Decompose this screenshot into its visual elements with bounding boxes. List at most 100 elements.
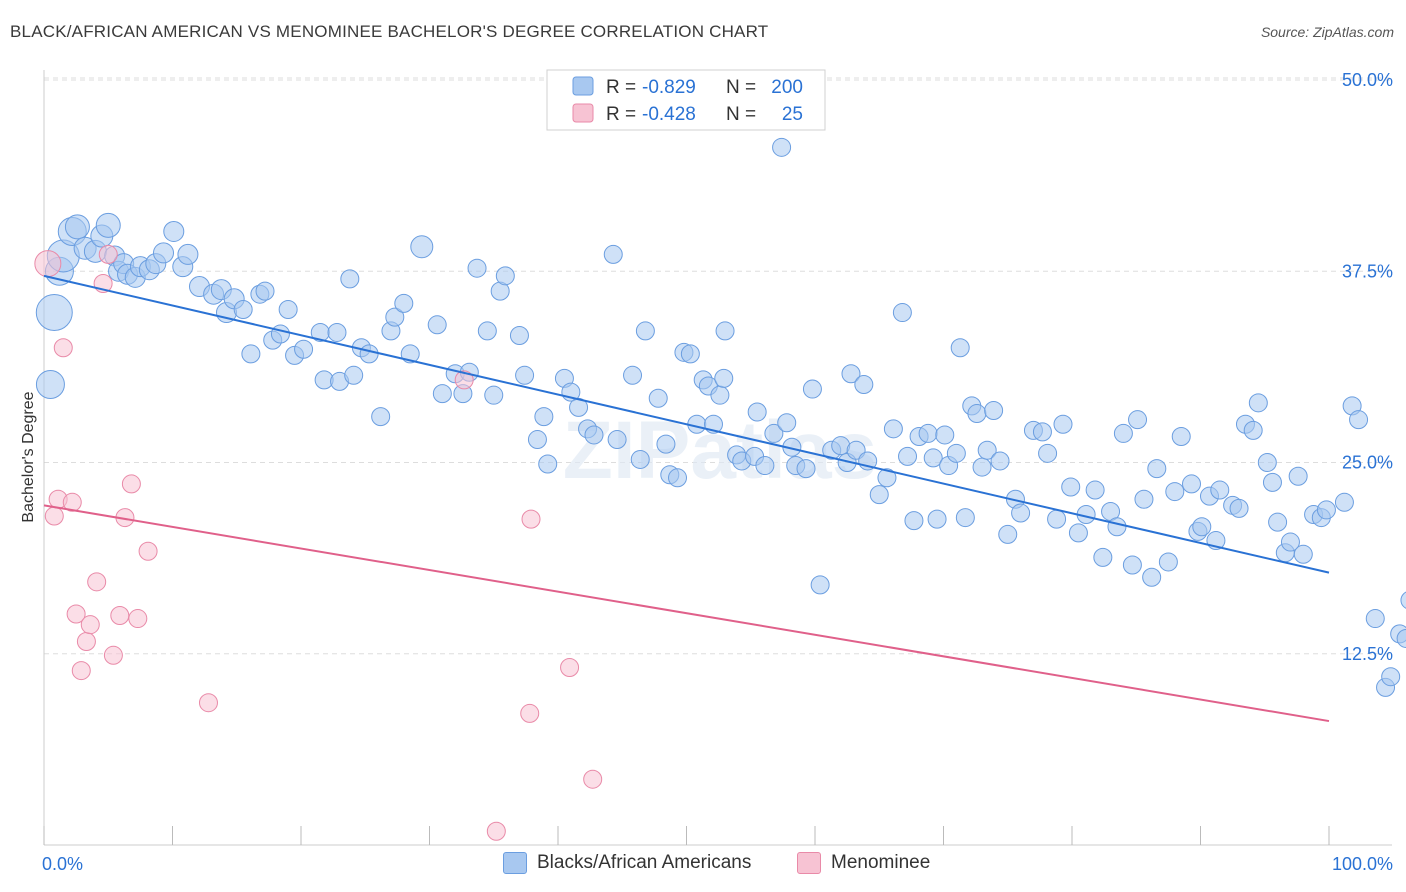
menominee-point-17 — [138, 541, 158, 561]
blacks-point-116 — [923, 448, 943, 468]
blacks-point-72 — [623, 365, 643, 385]
legend-n-label-blue: N = — [726, 77, 756, 98]
legend-item-blacks[interactable]: Blacks/African Americans — [503, 852, 751, 874]
trend-lines — [43, 274, 1330, 723]
legend-swatch-blacks — [503, 852, 527, 874]
blacks-point-92 — [755, 456, 775, 476]
menominee-point-5 — [66, 604, 86, 624]
trend-line-menominee — [43, 504, 1330, 723]
blacks-point-109 — [877, 468, 897, 488]
blacks-point-169 — [1288, 466, 1308, 486]
blacks-point-122 — [955, 508, 975, 528]
blacks-point-73 — [630, 449, 650, 469]
chart-title: BLACK/AFRICAN AMERICAN VS MENOMINEE BACH… — [10, 22, 769, 41]
blacks-point-141 — [1093, 547, 1113, 567]
blacks-point-87 — [715, 321, 735, 341]
menominee-point-8 — [80, 615, 100, 635]
blacks-point-174 — [1334, 492, 1354, 512]
menominee-point-16 — [128, 609, 148, 629]
blacks-point-1 — [35, 294, 73, 332]
blacks-point-93 — [764, 423, 784, 443]
blacks-point-106 — [854, 374, 874, 394]
menominee-point-23 — [560, 658, 580, 678]
blacks-point-160 — [1229, 498, 1249, 518]
blacks-point-98 — [796, 459, 816, 479]
gridlines — [44, 77, 1392, 655]
legend-top: R = -0.829 N = 200 R = -0.428 N = 25 — [546, 69, 826, 131]
blacks-point-40 — [340, 269, 360, 289]
blacks-point-127 — [984, 400, 1004, 420]
y-tick-label-2: 37.5% — [1342, 261, 1393, 281]
legend-n-label-pink: N = — [726, 104, 756, 125]
blacks-point-152 — [1171, 426, 1191, 446]
blacks-point-75 — [648, 388, 668, 408]
trend-line-blacks — [43, 274, 1330, 574]
blacks-point-49 — [410, 235, 434, 259]
blacks-point-173 — [1316, 500, 1336, 520]
menominee-point-24 — [583, 769, 603, 789]
blacks-point-78 — [668, 468, 688, 488]
blacks-point-32 — [270, 324, 290, 344]
blacks-point-148 — [1142, 567, 1162, 587]
blacks-point-21 — [177, 243, 199, 265]
blacks-point-94 — [772, 137, 792, 157]
blacks-point-149 — [1147, 459, 1167, 479]
blacks-point-136 — [1053, 414, 1073, 434]
blacks-point-118 — [935, 425, 955, 445]
blacks-point-126 — [977, 440, 997, 460]
blacks-point-120 — [946, 443, 966, 463]
blacks-point-63 — [534, 407, 554, 427]
legend-bottom: Blacks/African Americans Menominee — [0, 852, 1406, 878]
axes — [43, 70, 1392, 846]
legend-swatch-pink — [572, 103, 594, 123]
blacks-point-182 — [1400, 591, 1406, 609]
menominee-point-9 — [87, 572, 107, 592]
blacks-point-153 — [1182, 474, 1202, 494]
blacks-point-162 — [1243, 420, 1263, 440]
blacks-point-76 — [656, 434, 676, 454]
blacks-point-125 — [972, 457, 992, 477]
blacks-point-62 — [527, 430, 547, 450]
blacks-point-170 — [1293, 544, 1313, 564]
blacks-point-158 — [1210, 480, 1230, 500]
blacks-point-131 — [1011, 503, 1031, 523]
blacks-point-0 — [35, 369, 65, 399]
blacks-point-30 — [255, 281, 275, 301]
legend-label-blacks: Blacks/African Americans — [537, 852, 752, 873]
blacks-point-47 — [394, 293, 414, 313]
legend-r-label-blue: R = — [606, 77, 636, 98]
menominee-point-21 — [520, 703, 540, 723]
blacks-point-168 — [1280, 532, 1300, 552]
blacks-point-181 — [1396, 628, 1406, 648]
blacks-point-177 — [1365, 609, 1385, 629]
x-ticks — [43, 826, 1330, 845]
legend-n-value-blue: 200 — [771, 77, 803, 98]
blacks-point-128 — [990, 451, 1010, 471]
blacks-point-155 — [1192, 517, 1212, 537]
blacks-point-151 — [1165, 482, 1185, 502]
legend-item-menominee[interactable]: Menominee — [797, 852, 930, 874]
blacks-point-46 — [385, 307, 405, 327]
y-tick-label-1: 25.0% — [1342, 453, 1393, 473]
menominee-point-3 — [53, 338, 73, 358]
blacks-point-111 — [892, 303, 912, 323]
menominee-point-13 — [110, 606, 130, 625]
menominee-point-15 — [121, 474, 141, 494]
blacks-point-133 — [1032, 422, 1052, 442]
menominee-point-18 — [198, 693, 218, 713]
menominee-point-1 — [44, 506, 64, 526]
blacks-point-19 — [163, 220, 185, 242]
blacks-point-135 — [1047, 509, 1067, 529]
blacks-point-138 — [1068, 523, 1088, 543]
blacks-point-166 — [1268, 512, 1288, 532]
blacks-point-28 — [241, 344, 261, 364]
blacks-point-80 — [680, 344, 700, 364]
blacks-point-163 — [1248, 393, 1268, 413]
blacks-point-121 — [950, 338, 970, 358]
blacks-point-18 — [153, 242, 175, 264]
legend-swatch-blue — [572, 76, 594, 96]
blacks-point-43 — [359, 344, 379, 364]
blacks-point-51 — [432, 384, 452, 404]
menominee-point-4 — [62, 492, 82, 512]
blacks-point-33 — [278, 300, 298, 319]
